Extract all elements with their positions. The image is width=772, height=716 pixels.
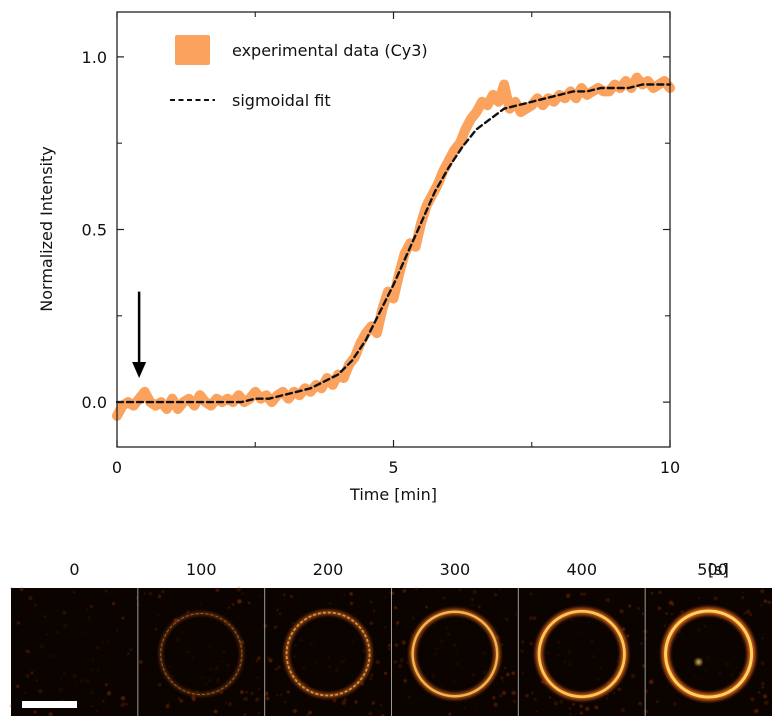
frame-time-label: 500 (697, 560, 728, 579)
scale-bar (22, 701, 77, 708)
legend: experimental data (Cy3) sigmoidal fit (170, 35, 428, 110)
frames-layer (9, 587, 772, 716)
y-axis-label: Normalized Intensity (37, 146, 56, 311)
series-fit-line (115, 83, 672, 404)
microscopy-frame (517, 588, 646, 716)
intensity-chart: 0 5 10 0.0 0.5 1.0 Time [min] Normalized Inte… (37, 11, 680, 504)
frame-time-label: 200 (313, 560, 344, 579)
x-axis-label: Time [min] (349, 485, 437, 504)
ticks-layer: 0 5 10 0.0 0.5 1.0 (82, 12, 680, 477)
y-tick-label: 0.5 (82, 221, 107, 240)
start-arrow (132, 291, 147, 378)
legend-swatch-experimental (175, 35, 210, 65)
time-unit-label: [s] (708, 560, 729, 579)
x-tick-label: 10 (660, 458, 680, 477)
microscopy-frame (263, 588, 392, 716)
x-tick-label: 0 (112, 458, 122, 477)
legend-label-fit: sigmoidal fit (232, 91, 331, 110)
frame-time-label: 0 (69, 560, 79, 579)
series-layer (112, 72, 675, 421)
y-tick-label: 1.0 (82, 48, 107, 67)
frame-time-label: 100 (186, 560, 217, 579)
vesicle-ring (664, 609, 754, 699)
y-tick-label: 0.0 (82, 393, 107, 412)
image-strip: 0 100 200 300 400 500 [s] (9, 560, 772, 716)
microscopy-frame (390, 587, 519, 716)
frame-noise (390, 587, 517, 716)
x-tick-label: 5 (388, 458, 398, 477)
vesicle-ring (411, 610, 499, 698)
plot-frame (116, 11, 671, 448)
vesicle-ring (160, 612, 243, 696)
legend-label-experimental: experimental data (Cy3) (232, 41, 428, 60)
microscopy-frame (9, 587, 139, 716)
frame-time-labels: 0 100 200 300 400 500 (69, 560, 728, 579)
bright-spot (695, 659, 702, 665)
vesicle-ring (537, 609, 626, 699)
vesicle-ring-glow (159, 611, 244, 697)
frame-background (11, 588, 138, 716)
frame-noise (520, 592, 646, 716)
microscopy-frame (643, 588, 772, 716)
frame-time-label: 300 (440, 560, 471, 579)
frame-time-label: 400 (566, 560, 597, 579)
arrow-head (132, 361, 147, 378)
series-experimental-line (112, 72, 675, 421)
microscopy-frame (136, 587, 265, 716)
vesicle-ring (285, 611, 371, 697)
frame-background (137, 588, 265, 716)
